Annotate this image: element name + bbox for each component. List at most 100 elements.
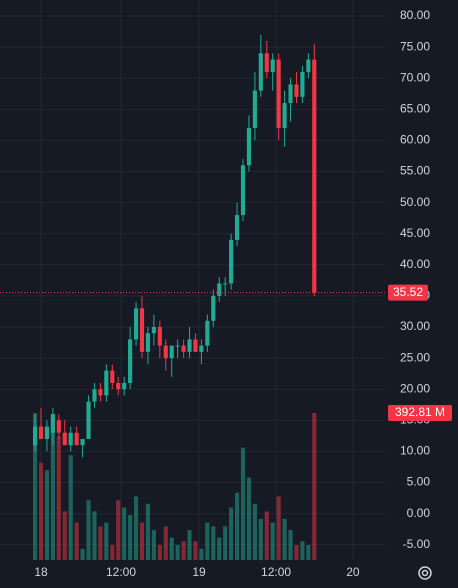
candle-body: [56, 420, 61, 433]
volume-bar: [133, 496, 139, 560]
x-tick-label: 12:00: [106, 565, 136, 579]
volume-bar: [151, 530, 156, 560]
volume-bar: [145, 503, 151, 560]
candle-body: [32, 426, 38, 446]
volume-bar: [199, 548, 204, 560]
candle-body: [246, 127, 252, 166]
volume-bar: [32, 413, 38, 560]
candle-body: [217, 283, 222, 296]
y-tick-label: 50.00: [400, 195, 430, 209]
volume-bar: [139, 522, 145, 560]
candle-body: [223, 283, 228, 285]
candle-body: [306, 59, 311, 72]
volume-bar: [157, 545, 162, 560]
volume-bar: [264, 511, 269, 560]
candle-body: [229, 239, 234, 284]
candle-body: [74, 432, 79, 446]
volume-bar: [80, 548, 85, 560]
volume-bar: [240, 447, 246, 560]
candle-body: [205, 320, 210, 346]
last-volume-label: 392.81 M: [395, 405, 445, 419]
volume-bar: [288, 530, 293, 560]
volume-bar: [294, 545, 299, 560]
volume-bar: [38, 462, 44, 560]
y-tick-label: 75.00: [400, 39, 430, 53]
volume-bar: [223, 526, 228, 560]
candle-body: [145, 333, 151, 352]
volume-bar: [128, 515, 133, 560]
x-tick-label: 19: [192, 565, 206, 579]
y-tick-label: 70.00: [400, 70, 430, 84]
candle-body: [258, 53, 263, 91]
volume-bar: [169, 537, 174, 560]
candle-body: [133, 308, 139, 340]
candle-body: [86, 401, 91, 439]
candle-body: [104, 370, 109, 396]
x-tick-label: 18: [34, 565, 48, 579]
y-tick-label: 60.00: [400, 133, 430, 147]
volume-bar: [98, 526, 103, 560]
y-tick-label: 20.00: [400, 381, 430, 395]
candle-body: [234, 215, 240, 240]
y-tick-label: 65.00: [400, 101, 430, 115]
candle-body: [128, 339, 133, 383]
candle-body: [122, 382, 127, 390]
candle-body: [92, 389, 97, 402]
volume-bar: [306, 545, 311, 560]
volume-bar: [282, 518, 287, 560]
y-tick-label: 25.00: [400, 350, 430, 364]
volume-bars: [32, 412, 317, 560]
y-tick-label: 5.00: [407, 475, 431, 489]
y-tick-label: 40.00: [400, 257, 430, 271]
volume-bar: [270, 522, 275, 560]
candle-body: [181, 345, 186, 352]
candle-body: [175, 345, 180, 347]
candle-body: [193, 339, 198, 352]
settings-icon[interactable]: [418, 566, 432, 580]
y-tick-label: 10.00: [400, 444, 430, 458]
volume-bar: [163, 526, 168, 560]
volume-bar: [181, 541, 186, 560]
candle-body: [116, 382, 121, 390]
volume-bar: [122, 507, 127, 560]
volume-bar: [258, 518, 263, 560]
candle-body: [50, 414, 55, 433]
volume-bar: [92, 511, 97, 560]
volume-bar: [246, 477, 252, 560]
candle-body: [169, 345, 174, 359]
volume-bar: [187, 530, 192, 560]
volume-bar: [234, 492, 240, 560]
candle-body: [294, 84, 299, 97]
volume-bar: [44, 470, 50, 560]
volume-bar: [276, 496, 281, 560]
y-tick-label: 80.00: [400, 8, 430, 22]
candle-body: [312, 59, 317, 293]
volume-bar: [110, 545, 115, 560]
y-tick-label: 30.00: [400, 319, 430, 333]
candle-body: [110, 370, 115, 383]
volume-bar: [86, 500, 91, 560]
volume-bar: [68, 455, 73, 560]
volume-bar: [62, 511, 67, 560]
volume-bar: [50, 417, 55, 560]
y-tick-label: 45.00: [400, 226, 430, 240]
volume-bar: [312, 412, 317, 560]
candle-body: [252, 90, 257, 128]
volume-bar: [56, 436, 61, 560]
candle-body: [288, 84, 293, 104]
x-tick-label: 20: [346, 565, 360, 579]
candle-body: [282, 103, 287, 128]
volume-bar: [74, 522, 79, 560]
volume-bar: [205, 522, 210, 560]
x-tick-label: 12:00: [261, 565, 291, 579]
candle-body: [211, 295, 216, 321]
candle-body: [199, 345, 204, 352]
candle-body: [139, 308, 145, 352]
last-price-label: 35.52: [393, 285, 423, 299]
candle-body: [38, 426, 44, 439]
volume-bar: [300, 541, 305, 560]
candle-body: [270, 59, 275, 72]
volume-bar: [252, 503, 257, 560]
